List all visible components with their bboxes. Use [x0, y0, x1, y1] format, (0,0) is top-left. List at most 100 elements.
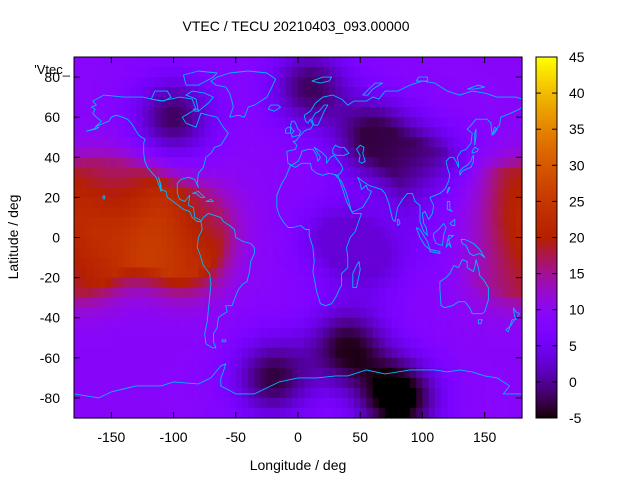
heatmap-cell [285, 67, 293, 78]
heatmap-cell [391, 207, 399, 219]
heatmap-cell [260, 387, 268, 399]
heatmap-cell [304, 157, 312, 168]
heatmap-cell [136, 157, 144, 168]
coastline-taiwan [446, 186, 451, 194]
heatmap-cell [130, 67, 137, 78]
heatmap-cell [154, 217, 162, 229]
heatmap-cell [360, 197, 368, 209]
heatmap-cell [428, 107, 436, 118]
heatmap-cell [204, 97, 212, 108]
heatmap-cell [86, 407, 94, 419]
heatmap-cell [378, 287, 386, 299]
heatmap-cell [142, 107, 150, 118]
heatmap-cell [210, 287, 218, 299]
heatmap-cell [186, 357, 193, 369]
heatmap-cell [117, 97, 125, 108]
heatmap-cell [434, 107, 442, 118]
heatmap-cell [304, 367, 312, 379]
heatmap-cell [372, 247, 380, 259]
heatmap-cell [142, 207, 150, 219]
heatmap-cell [441, 197, 448, 209]
heatmap-cell [347, 87, 355, 98]
heatmap-cell [360, 267, 368, 279]
heatmap-cell [186, 177, 193, 188]
colorbar-step [536, 115, 557, 118]
heatmap-cell [316, 157, 324, 168]
heatmap-cell [310, 307, 318, 319]
heatmap-cell [354, 337, 361, 349]
heatmap-cell [410, 287, 417, 299]
heatmap-cell [385, 147, 392, 158]
heatmap-cell [273, 367, 280, 379]
heatmap-cell [260, 267, 268, 279]
heatmap-cell [316, 167, 324, 178]
heatmap-cell [341, 87, 349, 98]
heatmap-cell [410, 107, 417, 118]
coastline-black-sea [332, 144, 350, 156]
heatmap-cell [161, 307, 168, 319]
heatmap-cell [459, 87, 467, 98]
heatmap-cell [229, 267, 237, 279]
heatmap-cell [179, 97, 187, 108]
heatmap-cell [217, 137, 224, 148]
heatmap-cell [316, 377, 324, 389]
heatmap-cell [335, 367, 343, 379]
heatmap-cell [316, 107, 324, 118]
heatmap-cell [161, 377, 168, 389]
heatmap-cell [179, 247, 187, 259]
heatmap-cell [217, 277, 224, 289]
heatmap-cell [173, 397, 181, 409]
heatmap-cell [515, 127, 523, 138]
heatmap-cell [478, 227, 486, 239]
heatmap-cell [515, 217, 523, 229]
heatmap-cell [335, 127, 343, 138]
heatmap-cell [503, 377, 511, 389]
heatmap-cell [360, 397, 368, 409]
heatmap-cell [416, 287, 424, 299]
heatmap-cell [372, 237, 380, 249]
heatmap-cell [148, 87, 156, 98]
heatmap-cell [497, 157, 504, 168]
heatmap-cell [254, 147, 262, 158]
heatmap-cell [248, 127, 256, 138]
heatmap-cell [204, 367, 212, 379]
heatmap-cell [204, 327, 212, 339]
heatmap-cell [217, 167, 224, 178]
colorbar-step [536, 379, 557, 383]
colorbar-step [536, 391, 557, 395]
heatmap-cell [217, 357, 224, 369]
heatmap-cell [434, 57, 442, 68]
heatmap-cell [210, 167, 218, 178]
heatmap-cell [123, 227, 131, 239]
heatmap-cell [123, 207, 131, 219]
heatmap-cell [154, 107, 162, 118]
heatmap-cell [354, 287, 361, 299]
heatmap-cell [266, 337, 274, 349]
heatmap-cell [372, 197, 380, 209]
heatmap-cell [509, 277, 517, 289]
heatmap-cell [173, 127, 181, 138]
heatmap-cell [484, 267, 492, 279]
heatmap-cell [173, 317, 181, 329]
heatmap-cell [242, 207, 249, 219]
heatmap-cell [86, 197, 94, 209]
colorbar-step [536, 65, 557, 68]
heatmap-cell [472, 377, 480, 389]
heatmap-cell [105, 297, 112, 309]
colorbar-step [536, 377, 557, 381]
heatmap-cell [74, 77, 81, 88]
heatmap-cell [335, 237, 343, 249]
heatmap-cell [186, 257, 193, 269]
colorbar-step [536, 189, 557, 192]
colorbar-step [536, 337, 557, 341]
colorbar-step [536, 109, 557, 112]
heatmap-cell [273, 107, 280, 118]
heatmap-cell [422, 297, 430, 309]
heatmap-cell [98, 297, 106, 309]
heatmap-cell [242, 177, 249, 188]
heatmap-cell [416, 227, 424, 239]
heatmap-cell [105, 137, 112, 148]
heatmap-cell [354, 87, 361, 98]
heatmap-cell [354, 57, 361, 68]
heatmap-cell [310, 397, 318, 409]
